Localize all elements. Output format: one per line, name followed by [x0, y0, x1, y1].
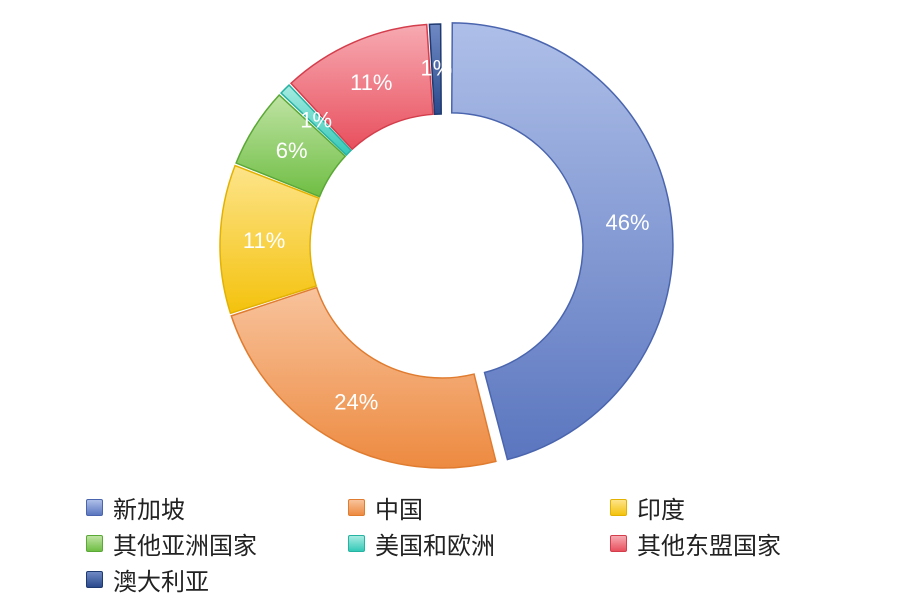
- legend-item-australia: 澳大利亚: [86, 564, 348, 596]
- legend-swatch: [610, 498, 627, 516]
- legend-label: 美国和欧洲: [375, 531, 495, 560]
- data-label-slice-4: 1%: [300, 108, 332, 133]
- legend-label: 其他东盟国家: [637, 531, 781, 560]
- legend-label: 印度: [637, 495, 685, 524]
- legend-swatch: [86, 570, 103, 588]
- donut-slice-0: [450, 22, 674, 461]
- donut-plot: 46% 24% 11% 6% 1% 11% 1%: [219, 22, 674, 469]
- legend-swatch: [610, 534, 627, 552]
- legend-label: 澳大利亚: [113, 567, 209, 596]
- legend-swatch: [86, 534, 103, 552]
- data-label-slice-3: 6%: [276, 138, 308, 163]
- legend-item-other-asean: 其他东盟国家: [610, 528, 846, 560]
- legend-swatch: [348, 534, 365, 552]
- data-label-slice-6: 1%: [421, 56, 453, 81]
- legend-label: 新加坡: [113, 495, 185, 524]
- legend-item-china: 中国: [348, 492, 610, 524]
- legend-swatch: [86, 498, 103, 516]
- donut-slice-1: [230, 286, 497, 469]
- donut-slice-5: [289, 23, 434, 151]
- legend-label: 其他亚洲国家: [113, 531, 257, 560]
- donut-slice-3: [235, 93, 347, 198]
- legend-item-india: 印度: [610, 492, 846, 524]
- donut-slice-2: [219, 164, 320, 315]
- donut-slice-6: [428, 23, 442, 116]
- data-label-slice-5: 11%: [350, 70, 392, 95]
- data-label-slice-2: 11%: [243, 228, 285, 253]
- legend-item-other-asia: 其他亚洲国家: [86, 528, 348, 560]
- donut-slice-4: [280, 84, 353, 157]
- legend-swatch: [348, 498, 365, 516]
- data-label-slice-1: 24%: [334, 389, 378, 414]
- data-label-slice-0: 46%: [606, 210, 650, 235]
- legend-label: 中国: [375, 495, 423, 524]
- legend: 新加坡 中国 印度 其他亚洲国家 美国和欧洲 其他东盟国家 澳大利亚: [86, 492, 846, 596]
- legend-item-us-europe: 美国和欧洲: [348, 528, 610, 560]
- legend-item-singapore: 新加坡: [86, 492, 348, 524]
